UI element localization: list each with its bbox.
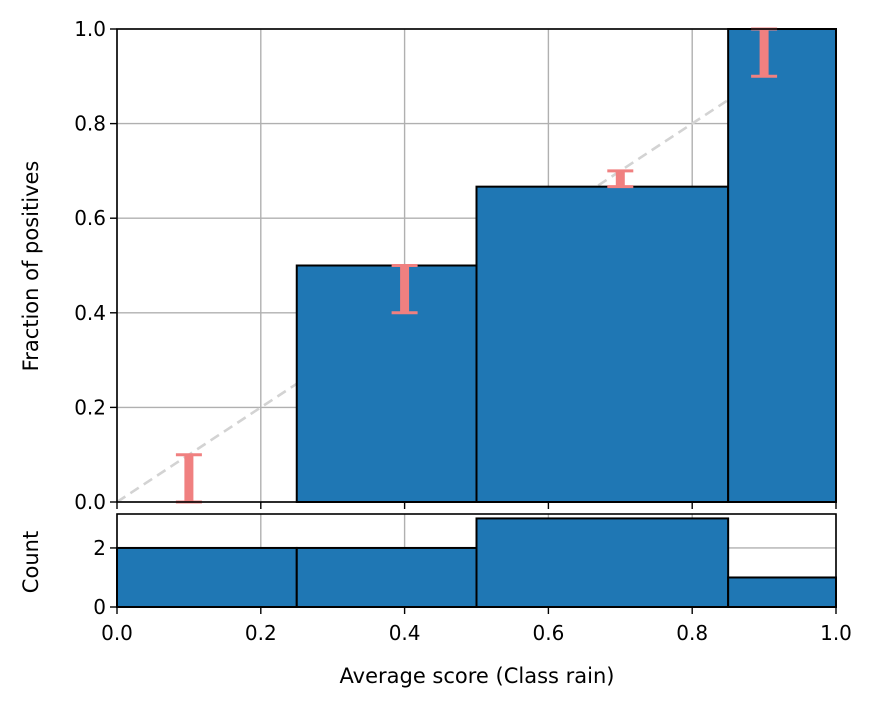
x-tick-label: 0.8 [676, 621, 708, 645]
count-bar [116, 546, 298, 609]
count-bar [475, 517, 730, 609]
top-panel-x-ticks [116, 502, 837, 509]
top-panel-border [116, 28, 837, 503]
error-bar [391, 264, 418, 315]
x-axis-label: Average score (Class rain) [340, 664, 615, 688]
x-tick-label: 0.2 [245, 621, 277, 645]
top-y-tick-label: 0.4 [74, 301, 106, 325]
top-y-tick-label: 0.2 [74, 395, 106, 419]
x-tick-label: 1.0 [820, 621, 852, 645]
error-bar [607, 169, 634, 189]
error-bar [175, 453, 202, 504]
x-tick-label: 0.6 [532, 621, 564, 645]
top-y-tick-label: 1.0 [74, 17, 106, 41]
top-y-tick-label: 0.8 [74, 112, 106, 136]
bottom-panel-frame [116, 513, 837, 608]
y-axis-label-count: Count [19, 531, 43, 593]
calibration-bar [475, 185, 730, 503]
bottom-y-tick-label: 0 [93, 595, 106, 619]
calibration-bar [727, 28, 838, 503]
y-axis-label-fraction: Fraction of positives [19, 161, 43, 372]
count-bar [727, 576, 838, 609]
bottom-panel-bars [116, 517, 838, 609]
top-y-tick-label: 0.0 [74, 490, 106, 514]
bottom-y-tick-label: 2 [93, 536, 106, 560]
top-panel-frame [116, 28, 837, 503]
x-tick-label: 0.0 [101, 621, 133, 645]
calibration-bar [295, 264, 478, 503]
bottom-panel-border [116, 513, 837, 608]
x-tick-label: 0.4 [389, 621, 421, 645]
bottom-panel-y-ticks: 02 [93, 536, 117, 619]
count-bar [295, 546, 478, 609]
top-panel-y-ticks: 0.0 0.2 0.4 0.6 0.8 1.0 [74, 17, 117, 514]
top-panel-bars [295, 28, 838, 503]
bottom-panel-x-ticks: 0.0 0.2 0.4 0.6 0.8 1.0 [101, 607, 852, 645]
top-y-tick-label: 0.6 [74, 206, 106, 230]
